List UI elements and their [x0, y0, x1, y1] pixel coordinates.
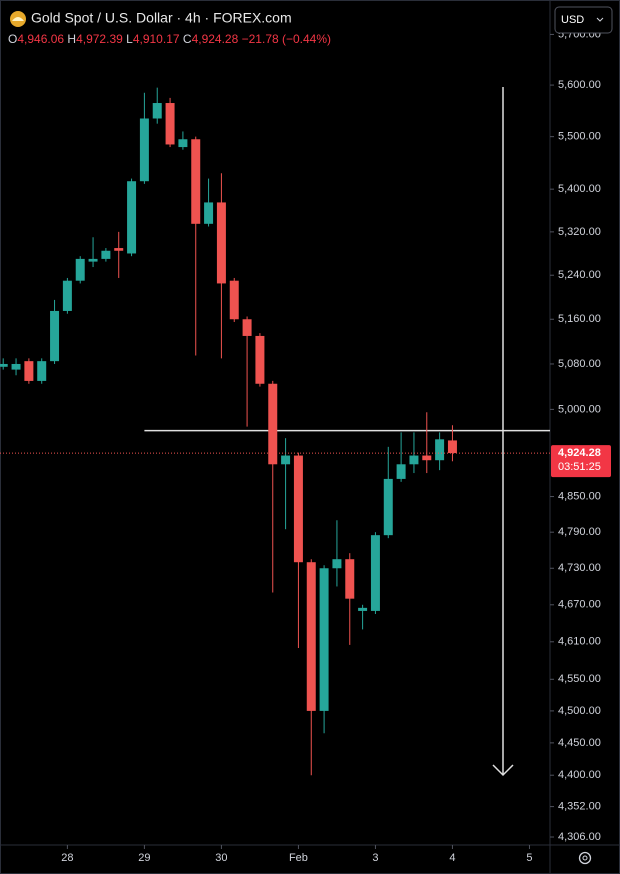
y-tick-label: 4,400.00: [558, 769, 601, 781]
candle-body: [114, 248, 124, 251]
plot: [0, 87, 550, 776]
currency-button-box[interactable]: [554, 6, 613, 34]
candle-body: [62, 280, 72, 311]
ohlc-letter: O: [8, 32, 17, 46]
candle-body: [268, 383, 278, 465]
candle-body: [242, 319, 252, 336]
y-tick-label: 4,790.00: [558, 526, 601, 538]
axes: 5,700.005,600.005,500.005,400.005,320.00…: [61, 28, 611, 864]
y-tick-label: 4,670.00: [558, 599, 601, 611]
candle-body: [293, 455, 303, 563]
candle-body: [75, 258, 85, 281]
y-tick-label: 5,320.00: [558, 226, 601, 238]
candle-body: [178, 139, 188, 148]
candle-body: [88, 258, 98, 262]
y-tick-label: 5,000.00: [558, 403, 601, 415]
x-tick-label: Feb: [289, 852, 308, 864]
y-tick-label: 4,352.00: [558, 801, 601, 813]
settings-icon-core[interactable]: [582, 855, 588, 861]
y-tick-label: 4,730.00: [558, 562, 601, 574]
candle-body: [358, 607, 368, 611]
x-tick-label: 5: [526, 852, 532, 864]
candle-body: [37, 361, 47, 381]
candle-body: [447, 440, 457, 454]
currency-label[interactable]: USD: [561, 14, 584, 26]
arrow-head: [492, 764, 514, 777]
y-tick-label: 4,306.00: [558, 831, 601, 843]
candle-body: [50, 310, 60, 362]
candle-body: [229, 280, 239, 320]
candle-body: [204, 202, 214, 224]
last-price-label: 4,924.28: [558, 447, 601, 459]
candle-body: [422, 455, 432, 461]
candle-body: [24, 361, 34, 381]
ohlc-letter: L: [126, 32, 133, 46]
ohlc-change: −21.78 (−0.44%): [242, 32, 331, 46]
candle-body: [152, 103, 162, 119]
y-tick-label: 5,500.00: [558, 131, 601, 143]
y-tick-label: 4,450.00: [558, 737, 601, 749]
x-tick-label: 28: [61, 852, 73, 864]
ohlc-header: O4,946.06 H4,972.39 L4,910.17 C4,924.28 …: [8, 32, 331, 46]
candle-body: [306, 562, 316, 711]
y-tick-label: 5,080.00: [558, 358, 601, 370]
ohlc-value: 4,924.28: [192, 32, 239, 46]
candle-body: [255, 335, 265, 384]
y-tick-label: 5,160.00: [558, 313, 601, 325]
symbol-icon-mark: [12, 17, 24, 21]
x-tick-label: 4: [449, 852, 455, 864]
candle-body: [191, 139, 201, 224]
y-tick-label: 4,850.00: [558, 490, 601, 502]
x-tick-label: 29: [138, 852, 150, 864]
ohlc-value: 4,972.39: [76, 32, 123, 46]
candle-body: [127, 181, 137, 254]
ohlc-letter: H: [67, 32, 76, 46]
candle-body: [383, 478, 393, 536]
candle-body: [409, 455, 419, 465]
last-price-box: [551, 445, 611, 478]
countdown-label: 03:51:25: [558, 461, 601, 473]
y-tick-label: 4,500.00: [558, 705, 601, 717]
candle-body: [396, 464, 406, 479]
candle-body: [345, 559, 355, 599]
y-tick-label: 4,550.00: [558, 673, 601, 685]
currency-chevron[interactable]: [596, 17, 604, 22]
candle-body: [332, 559, 342, 569]
x-tick-label: 3: [372, 852, 378, 864]
settings-button[interactable]: [578, 851, 592, 865]
candle-body: [165, 103, 175, 145]
candle-body: [319, 568, 329, 711]
candle-body: [370, 535, 380, 611]
candle-body: [435, 439, 445, 461]
y-tick-label: 5,600.00: [558, 79, 601, 91]
candle-body: [0, 363, 8, 367]
y-tick-label: 5,400.00: [558, 183, 601, 195]
settings-icon[interactable]: [578, 851, 592, 865]
candle-body: [11, 363, 21, 370]
x-tick-label: 30: [215, 852, 227, 864]
y-tick-label: 4,610.00: [558, 636, 601, 648]
ohlc-value: 4,910.17: [133, 32, 180, 46]
candle-body: [281, 455, 291, 465]
chart-title: Gold Spot / U.S. Dollar · 4h · FOREX.com: [31, 10, 292, 26]
ohlc-letter: C: [183, 32, 192, 46]
candle-body: [101, 250, 111, 259]
candle-body: [139, 118, 149, 182]
currency-button[interactable]: USD: [554, 6, 613, 34]
ohlc-value: 4,946.06: [17, 32, 64, 46]
y-tick-label: 5,240.00: [558, 269, 601, 281]
candle-body: [216, 202, 226, 284]
